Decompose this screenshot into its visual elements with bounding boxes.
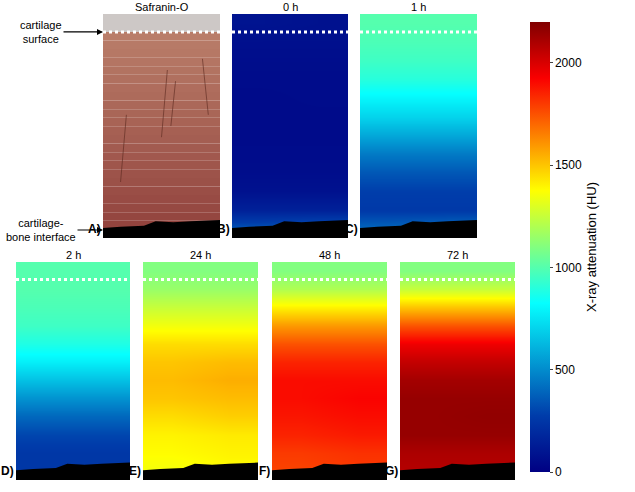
svg-text:cartilagesurface: cartilagesurface (20, 19, 62, 45)
svg-text:E): E) (129, 464, 141, 478)
svg-text:G): G) (385, 464, 398, 478)
svg-text:1 h: 1 h (411, 1, 426, 13)
svg-text:X-ray attenuation (HU): X-ray attenuation (HU) (584, 182, 599, 312)
svg-text:cartilage-bone interface: cartilage-bone interface (6, 217, 76, 243)
svg-text:F): F) (259, 464, 270, 478)
svg-text:Safranin-O: Safranin-O (135, 1, 189, 13)
svg-text:72 h: 72 h (447, 249, 468, 261)
svg-text:48 h: 48 h (319, 249, 340, 261)
svg-text:24 h: 24 h (190, 249, 211, 261)
svg-text:0: 0 (555, 465, 562, 479)
svg-text:500: 500 (555, 363, 575, 377)
svg-text:B): B) (217, 222, 230, 236)
svg-text:C): C) (345, 222, 358, 236)
svg-text:A): A) (88, 222, 101, 236)
svg-text:D): D) (1, 464, 14, 478)
svg-text:1500: 1500 (555, 158, 582, 172)
svg-text:2000: 2000 (555, 56, 582, 70)
svg-text:0 h: 0 h (283, 1, 298, 13)
svg-text:1000: 1000 (555, 261, 582, 275)
svg-text:2 h: 2 h (66, 249, 81, 261)
